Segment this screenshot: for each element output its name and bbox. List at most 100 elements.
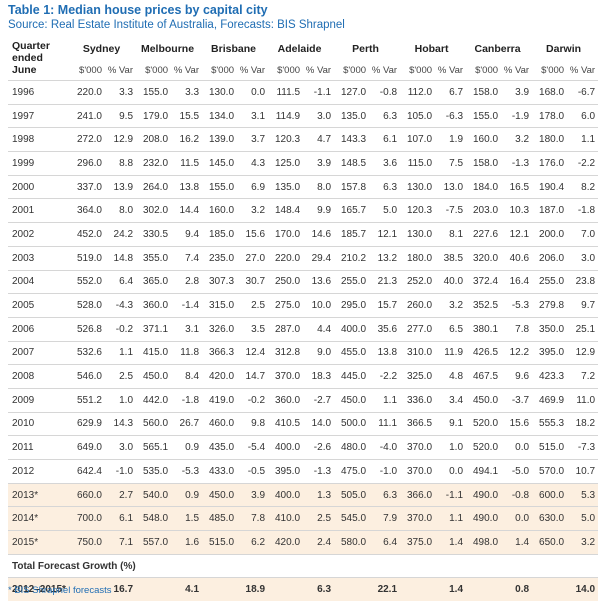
value-cell: 176.0	[532, 151, 568, 176]
table-row: 2012 642.4 -1.0 535.0 -5.3 433.0 -0.5 395.0 -1.3…	[8, 459, 599, 484]
year-cell: 2010	[8, 411, 70, 436]
value-cell: 366.3	[202, 340, 238, 365]
value-cell: 6.4	[105, 269, 137, 294]
table-row: 2009 551.2 1.0 442.0 -1.8 419.0 -0.2 360.0 -2.7 4…	[8, 387, 599, 413]
value-cell: 40.6	[501, 245, 533, 270]
value-cell: -0.8	[369, 80, 401, 105]
value-cell: 25.1	[567, 316, 599, 342]
city-header: Darwin	[546, 43, 582, 55]
year-cell: 2009	[8, 387, 70, 413]
value-cell: 370.0	[400, 506, 436, 531]
table-row: 2014* 700.0 6.1 548.0 1.5 485.0 7.8 410.0 2.5 545…	[8, 506, 599, 531]
value-cell: 320.0	[466, 245, 502, 270]
value-cell: 170.0	[268, 222, 304, 247]
value-cell: 18.3	[303, 364, 335, 389]
value-cell: 127.0	[334, 80, 370, 105]
value-cell: -3.7	[501, 387, 533, 413]
year-cell: 1998	[8, 127, 70, 152]
value-cell: 9.8	[237, 411, 269, 436]
table-row: 2005 528.0 -4.3 360.0 -1.4 315.0 2.5 275.0 10.0 2…	[8, 293, 599, 318]
value-cell: 15.7	[369, 293, 401, 318]
value-cell: 3.9	[501, 80, 533, 105]
value-cell: 450.0	[136, 364, 172, 389]
value-cell: 426.5	[466, 340, 502, 365]
total-value: 22.1	[369, 577, 401, 602]
value-cell: 210.2	[334, 245, 370, 270]
value-cell: 158.0	[466, 80, 502, 105]
value-cell: 6.3	[369, 174, 401, 199]
value-cell: 2.5	[303, 506, 335, 531]
value-cell: 29.4	[303, 245, 335, 270]
value-cell: 370.0	[400, 459, 436, 484]
value-cell: 3.9	[303, 151, 335, 176]
value-cell: 130.0	[400, 174, 436, 199]
value-cell: 6.7	[435, 80, 467, 105]
value-cell: 642.4	[70, 459, 105, 484]
value-cell: 130.0	[400, 222, 436, 247]
value-cell: 6.9	[237, 174, 269, 199]
value-cell: 600.0	[532, 482, 568, 507]
value-cell: 555.3	[532, 411, 568, 436]
value-cell: 0.0	[435, 459, 467, 484]
table-row: 2002 452.0 24.2 330.5 9.4 185.0 15.6 170.0 14.6 1…	[8, 222, 599, 247]
value-cell: 326.0	[202, 316, 238, 342]
city-header: Canberra	[474, 43, 521, 55]
value-cell: 1.5	[171, 506, 203, 531]
value-cell: 3.5	[237, 316, 269, 342]
year-cell: 2004	[8, 269, 70, 294]
value-cell: 3.2	[501, 127, 533, 152]
value-cell: 232.0	[136, 151, 172, 176]
value-cell: 540.0	[136, 482, 172, 507]
value-cell: 287.0	[268, 316, 304, 342]
value-cell: 9.1	[435, 411, 467, 436]
value-cell: 435.0	[202, 435, 238, 460]
value-cell: 12.2	[501, 340, 533, 365]
value-cell: 4.3	[237, 151, 269, 176]
value-cell: 10.0	[303, 293, 335, 318]
value-cell: 7.2	[567, 364, 599, 389]
city-header: Adelaide	[277, 43, 322, 55]
value-cell: -1.1	[435, 482, 467, 507]
city-header: Melbourne	[140, 43, 195, 55]
value-cell: 420.0	[202, 364, 238, 389]
value-cell: 5.3	[567, 482, 599, 507]
value-cell: 535.0	[136, 459, 172, 484]
table-row: 2001 364.0 8.0 302.0 14.4 160.0 3.2 148.4 9.9 165…	[8, 198, 599, 223]
value-cell: 13.8	[171, 174, 203, 199]
year-cell: 2012	[8, 459, 70, 484]
city-header: Brisbane	[211, 43, 256, 55]
value-cell: 6.3	[369, 103, 401, 128]
table-row: 2006 526.8 -0.2 371.1 3.1 326.0 3.5 287.0 4.4 400…	[8, 316, 599, 342]
year-cell: 2006	[8, 316, 70, 342]
value-cell: 12.9	[105, 127, 137, 152]
value-cell: 27.0	[237, 245, 269, 270]
unit-header: % Var	[305, 64, 332, 76]
value-cell: 350.0	[532, 316, 568, 342]
value-cell: 460.0	[202, 411, 238, 436]
value-cell: 450.0	[202, 482, 238, 507]
value-cell: 26.7	[171, 411, 203, 436]
table-row: 2008 546.0 2.5 450.0 8.4 420.0 14.7 370.0 18.3 44…	[8, 364, 599, 389]
value-cell: 365.0	[136, 269, 172, 294]
year-cell: 2002	[8, 222, 70, 247]
value-cell: -2.2	[369, 364, 401, 389]
value-cell: 8.1	[435, 222, 467, 247]
value-cell: 7.1	[105, 530, 137, 555]
value-cell: 6.5	[435, 316, 467, 342]
year-cell: 1996	[8, 80, 70, 105]
value-cell: 700.0	[70, 506, 105, 531]
value-cell: 355.0	[136, 245, 172, 270]
value-cell: 330.5	[136, 222, 172, 247]
value-cell: 35.6	[369, 316, 401, 342]
empty-cell	[400, 577, 436, 602]
unit-header: $'000	[409, 64, 433, 76]
value-cell: 7.4	[171, 245, 203, 270]
value-cell: 366.0	[400, 482, 436, 507]
value-cell: 337.0	[70, 174, 105, 199]
value-cell: 8.8	[105, 151, 137, 176]
value-cell: 7.9	[369, 506, 401, 531]
value-cell: -1.8	[171, 387, 203, 413]
value-cell: -2.6	[303, 435, 335, 460]
value-cell: 139.0	[202, 127, 238, 152]
value-cell: 3.0	[567, 245, 599, 270]
